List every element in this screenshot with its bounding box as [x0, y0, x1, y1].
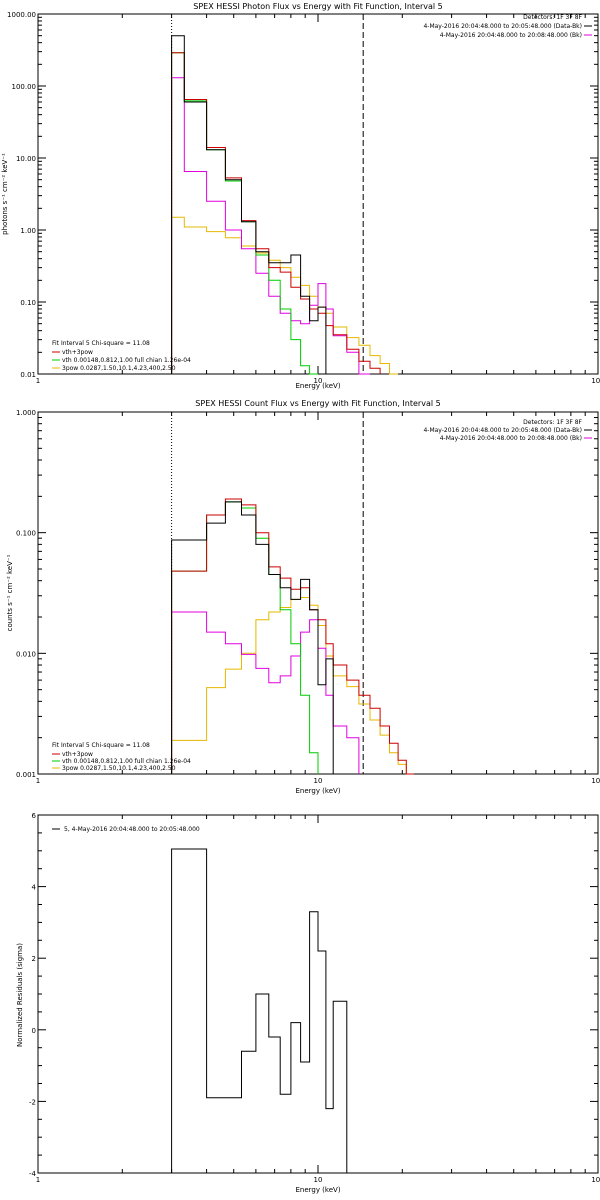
y-tick-label: 0.010 — [16, 650, 36, 658]
series-5-4-may-2016-20-04-48-000-to-20-05-48-000-line — [171, 848, 348, 1173]
y-tick-label: 10.00 — [16, 155, 36, 163]
count-legend-detectors: Detectors: 1F 3F 8F — [523, 419, 582, 426]
count-flux-panel: SPEX HESSI Count Flux vs Energy with Fit… — [6, 399, 592, 795]
y-tick-label: 1000.00 — [7, 11, 36, 19]
photon-legend-detectors: Detectors: 1F 3F 8F — [523, 14, 582, 21]
x-tick-label: 10 — [314, 1176, 323, 1184]
x-tick-label: 100 — [591, 377, 600, 385]
x-tick-label: 1 — [36, 1176, 40, 1184]
residuals-legend: 5, 4-May-2016 20:04:48.000 to 20:05:48.0… — [64, 826, 200, 833]
series-3pow-line — [171, 216, 399, 375]
y-tick-label: 0.10 — [20, 299, 36, 307]
count-flux-ylabel: counts s⁻¹ cm⁻² keV⁻¹ — [6, 554, 14, 631]
residuals-ylabel: Normalized Residuals (sigma) — [16, 943, 24, 1047]
photon-legend-fit-interval: Fit Interval 5 Chi-square = 11.08 — [52, 340, 150, 347]
residuals-panel: Energy (keV) Normalized Residuals (sigma… — [16, 826, 341, 1194]
y-tick-label: 2 — [32, 955, 36, 963]
axes-frame — [37, 411, 599, 775]
residuals-xlabel: Energy (keV) — [295, 1186, 340, 1194]
x-tick-label: 10 — [314, 777, 323, 785]
plot-area-2: 1 10 100 0.001 0.010 0.100 1.000 — [16, 409, 600, 785]
y-tick-label: 4 — [32, 884, 37, 892]
x-tick-label: 100 — [591, 777, 600, 785]
y-tick-label: -2 — [29, 1098, 36, 1106]
x-tick-label: 1 — [36, 377, 40, 385]
series-vth-3pow-line — [171, 52, 381, 374]
y-tick-label: -4 — [29, 1170, 37, 1178]
plot-area-1: 1 10 100 0.01 0.10 1.00 10.00 100.00 1000.00 — [7, 11, 600, 385]
count-flux-title: SPEX HESSI Count Flux vs Energy with Fit… — [195, 399, 440, 408]
photon-legend-vth: vth 0.00148,0.812,1.00 full chian 1.26e-… — [62, 357, 191, 364]
count-legend-vth: vth 0.00148,0.812,1.00 full chian 1.26e-… — [62, 758, 191, 765]
series-3pow-line — [171, 597, 414, 775]
plot-area-3: 1 10 100 -4 -2 0 2 4 6 — [29, 812, 600, 1184]
photon-flux-ylabel: photons s⁻¹ cm⁻² keV⁻¹ — [1, 153, 9, 235]
photon-legend-3pow: 3pow 0.0287,1.50,10.1,4.23,400,2.50 — [62, 365, 176, 372]
count-legend-model: vth+3pow — [62, 751, 93, 758]
y-tick-label: 1.00 — [20, 227, 36, 235]
series-vth-line — [171, 501, 319, 774]
count-legend-3pow: 3pow 0.0287,1.50,10.1,4.23,400,2.50 — [62, 765, 176, 772]
y-tick-label: 0.100 — [16, 530, 36, 538]
x-tick-label: 100 — [591, 1176, 600, 1184]
axes-frame — [37, 814, 599, 1174]
photon-flux-title: SPEX HESSI Photon Flux vs Energy with Fi… — [193, 2, 443, 11]
x-tick-label: 1 — [36, 777, 40, 785]
y-tick-label: 1.000 — [16, 409, 36, 417]
photon-legend-data: 4-May-2016 20:04:48.000 to 20:05:48.000 … — [423, 23, 582, 30]
count-flux-xlabel: Energy (keV) — [295, 787, 340, 795]
y-tick-label: 0.01 — [20, 371, 36, 379]
series-bk-line — [171, 611, 360, 774]
count-legend-fit-interval: Fit Interval 5 Chi-square = 11.08 — [52, 742, 150, 749]
count-legend-data: 4-May-2016 20:04:48.000 to 20:05:48.000 … — [423, 427, 582, 434]
y-tick-label: 6 — [32, 812, 37, 820]
series-data-bk-line — [171, 35, 327, 374]
series-vth-3pow-line — [171, 498, 414, 775]
series-bk-line — [171, 77, 370, 375]
photon-flux-xlabel: Energy (keV) — [295, 382, 340, 390]
photon-legend-model: vth+3pow — [62, 349, 93, 356]
y-tick-label: 0 — [32, 1027, 36, 1035]
series-data-bk-line — [171, 501, 334, 774]
series-vth-line — [171, 52, 318, 375]
count-legend-bk: 4-May-2016 20:04:48.000 to 20:08:48.000 … — [440, 435, 582, 442]
photon-flux-panel: SPEX HESSI Photon Flux vs Energy with Fi… — [1, 2, 592, 390]
y-tick-label: 100.00 — [12, 83, 37, 91]
photon-legend-bk: 4-May-2016 20:04:48.000 to 20:08:48.000 … — [440, 32, 582, 39]
x-tick-label: 10 — [314, 377, 323, 385]
y-tick-label: 0.001 — [16, 771, 36, 779]
